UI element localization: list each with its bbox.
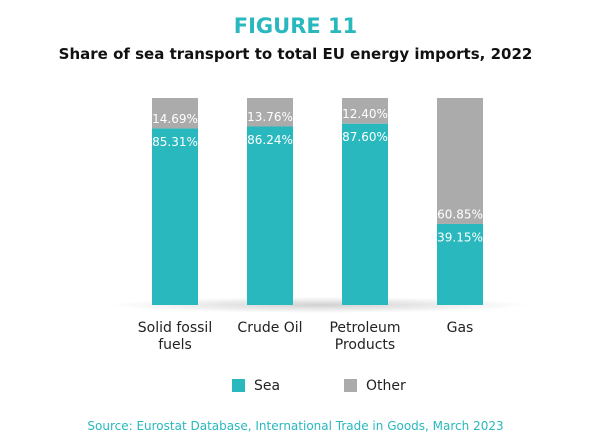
x-tick-label: Solid fossil fuels [137,320,213,353]
legend-label: Sea [254,378,280,394]
bar-segment [152,98,198,129]
value-label: 87.60% [342,130,388,144]
chart-title: FIGURE 11 [233,14,358,38]
bar-shadow [110,297,530,313]
value-label: 13.76% [247,110,293,124]
legend-swatch [232,379,245,392]
bar-segment [342,123,388,305]
bar-segment [247,126,293,305]
x-tick-label: Petroleum Products [329,320,401,353]
bar-segment [247,98,293,127]
legend-label: Other [366,378,406,394]
value-label: 86.24% [247,133,293,147]
bar-segment [437,98,483,224]
value-label: 85.31% [152,135,198,149]
x-tick-label: Gas [446,320,474,336]
value-label: 14.69% [152,112,198,126]
bar-segment [152,128,198,305]
bar-segment [342,98,388,124]
chart-subtitle: Share of sea transport to total EU energ… [58,45,533,63]
value-label: 39.15% [437,230,483,244]
legend-swatch [344,379,357,392]
x-tick-label: Crude Oil [237,320,303,336]
bar-segment [437,223,483,305]
value-label: 12.40% [342,107,388,121]
value-label: 60.85% [437,207,483,221]
source-note: Source: Eurostat Database, International… [87,419,504,433]
